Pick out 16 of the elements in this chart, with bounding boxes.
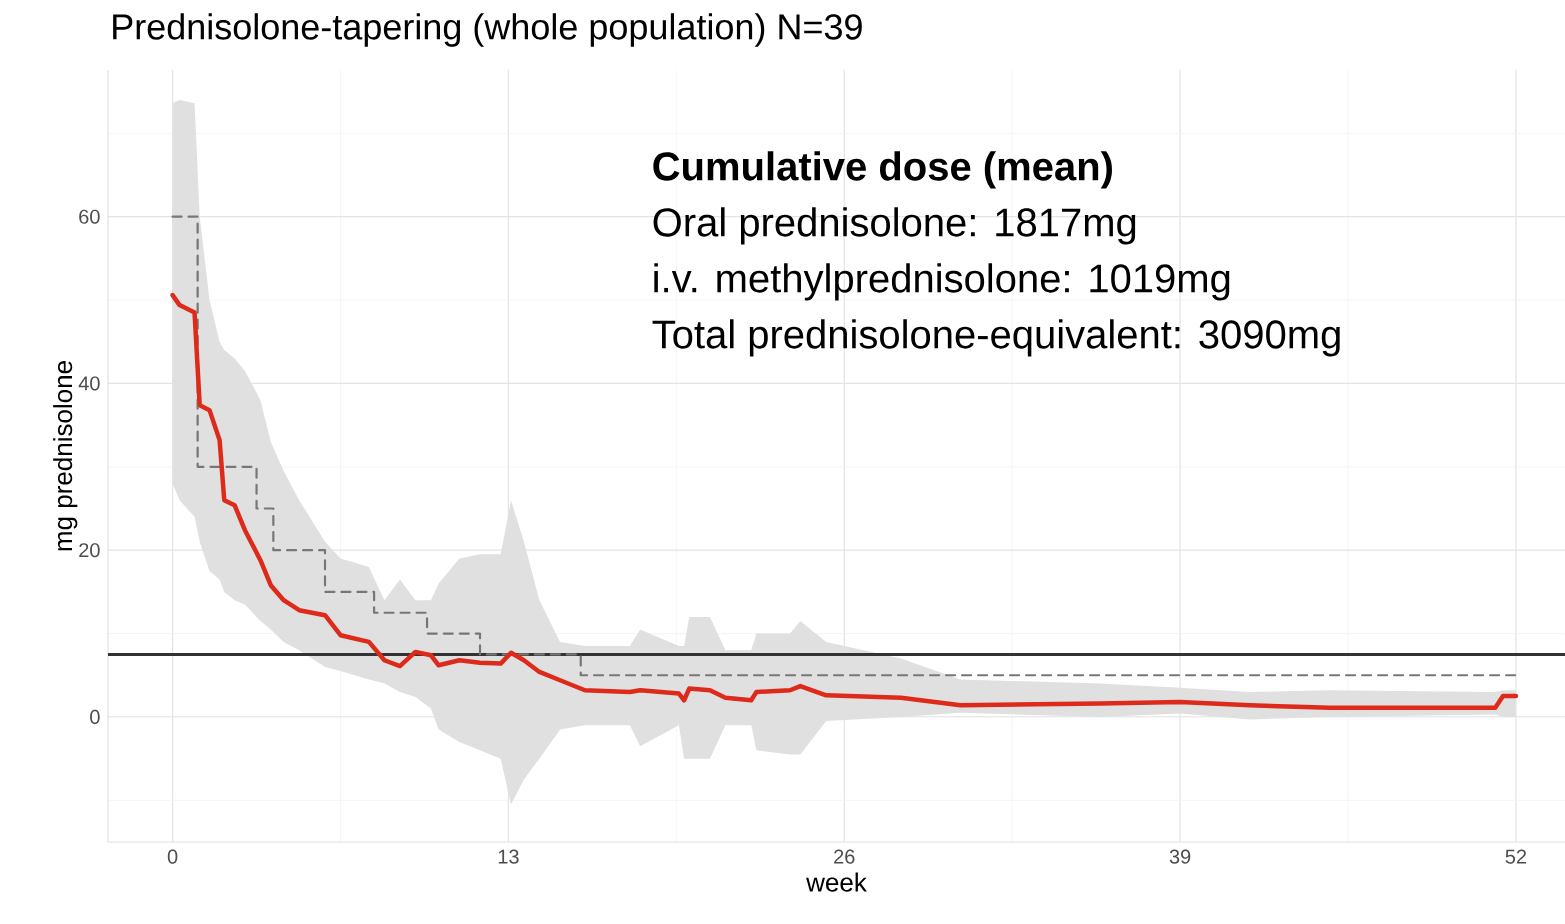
x-tick-label: 13: [498, 849, 519, 864]
annotation: Oral prednisolone: 1817mg: [653, 207, 1136, 245]
y-axis-title: mg prednisolone: [53, 361, 78, 551]
x-tick-label: 52: [1505, 849, 1527, 864]
x-tick-label: 39: [1169, 849, 1191, 864]
annotation: Cumulative dose (mean): [653, 151, 1112, 189]
x-tick-label: 26: [834, 849, 855, 864]
annotation: Total prednisolone-equivalent: 3090mg: [652, 319, 1340, 357]
y-tick-label: 60: [79, 209, 100, 224]
chart-title: Prednisolone-tapering (whole population) N=39: [113, 13, 862, 47]
y-tick-label: 40: [78, 376, 100, 391]
x-tick-label: 0: [167, 849, 178, 864]
y-tick-label: 0: [90, 709, 100, 725]
y-tick-label: 20: [79, 543, 100, 558]
x-axis-title: week: [806, 872, 867, 892]
annotation: i.v. methylprednisolone: 1019mg: [654, 263, 1230, 301]
